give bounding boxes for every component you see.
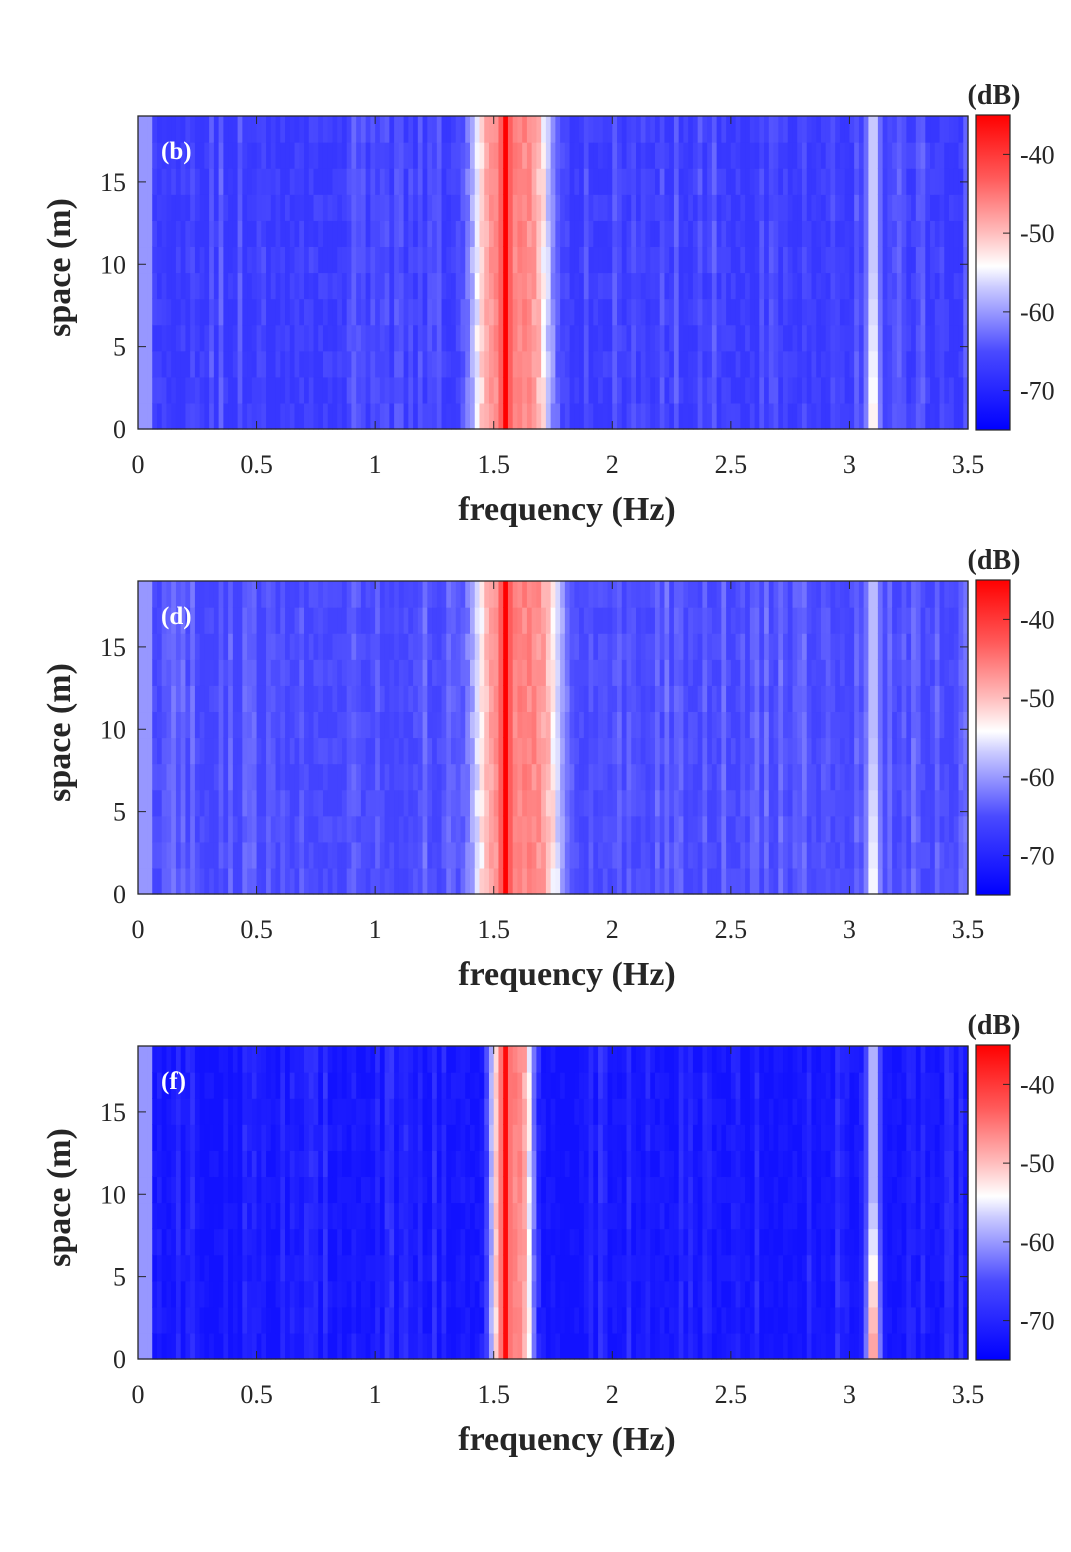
colorbar xyxy=(975,1044,1011,1361)
y-tick-label: 10 xyxy=(100,1180,126,1209)
x-axis-title: frequency (Hz) xyxy=(458,1421,675,1458)
colorbar-tick-label: -70 xyxy=(1020,377,1055,406)
panel-label: (f) xyxy=(161,1068,186,1095)
y-tick-label: 10 xyxy=(100,250,126,279)
x-tick-label: 0.5 xyxy=(240,1380,273,1409)
x-tick-label: 3.5 xyxy=(952,450,985,479)
heatmap-image xyxy=(138,116,969,430)
heatmap-panel: 0 0.5 1 1.5 2 2.5 3 3.5 0 5 10 15 frequency (Hz) spac… xyxy=(41,1010,1055,1458)
y-tick-label: 10 xyxy=(100,715,126,744)
panel-label: (b) xyxy=(161,138,192,165)
x-tick-label: 3 xyxy=(843,915,856,944)
y-tick-label: 15 xyxy=(100,1098,126,1127)
axes-frame xyxy=(137,115,969,430)
y-tick-label: 15 xyxy=(100,168,126,197)
x-tick-label: 2 xyxy=(606,915,619,944)
x-axis-title: frequency (Hz) xyxy=(458,956,675,993)
colorbar-tick-label: -60 xyxy=(1020,763,1055,792)
panel-label: (d) xyxy=(161,603,192,630)
colorbar-tick-label: -40 xyxy=(1020,605,1055,634)
x-tick-label: 1 xyxy=(369,450,382,479)
heatmap-panel: 0 0.5 1 1.5 2 2.5 3 3.5 0 5 10 15 frequency (Hz) spac… xyxy=(41,80,1055,528)
heatmap-image xyxy=(138,1046,969,1360)
colorbar-tick-label: -70 xyxy=(1020,842,1055,871)
y-axis-title: space (m) xyxy=(41,198,78,337)
x-tick-label: 3.5 xyxy=(952,1380,985,1409)
y-tick-label: 0 xyxy=(113,415,126,444)
colorbar xyxy=(975,579,1011,896)
x-tick-label: 1 xyxy=(369,1380,382,1409)
y-tick-label: 5 xyxy=(113,798,126,827)
colorbar-unit: (dB) xyxy=(968,80,1021,111)
y-tick-label: 0 xyxy=(113,1345,126,1374)
x-tick-label: 2.5 xyxy=(715,1380,748,1409)
y-axis-title: space (m) xyxy=(41,663,78,802)
axes-frame xyxy=(137,580,969,895)
x-tick-label: 2.5 xyxy=(715,450,748,479)
x-axis-title: frequency (Hz) xyxy=(458,491,675,528)
x-tick-label: 3 xyxy=(843,450,856,479)
axes-frame xyxy=(137,1045,969,1360)
x-tick-label: 3 xyxy=(843,1380,856,1409)
x-tick-label: 2 xyxy=(606,450,619,479)
colorbar-tick-label: -40 xyxy=(1020,140,1055,169)
y-tick-label: 5 xyxy=(113,1263,126,1292)
x-tick-label: 0 xyxy=(132,450,145,479)
colorbar-tick-label: -40 xyxy=(1020,1070,1055,1099)
y-axis-title: space (m) xyxy=(41,1128,78,1267)
heatmap-panel: 0 0.5 1 1.5 2 2.5 3 3.5 0 5 10 15 frequency (Hz) spac… xyxy=(41,545,1055,993)
x-tick-label: 0.5 xyxy=(240,450,273,479)
colorbar-unit: (dB) xyxy=(968,1010,1021,1041)
colorbar xyxy=(975,114,1011,431)
y-tick-label: 5 xyxy=(113,333,126,362)
x-tick-label: 1 xyxy=(369,915,382,944)
x-tick-label: 0.5 xyxy=(240,915,273,944)
colorbar-tick-label: -70 xyxy=(1020,1307,1055,1336)
heatmap-image xyxy=(138,581,969,895)
colorbar-unit: (dB) xyxy=(968,545,1021,576)
x-tick-label: 0 xyxy=(132,1380,145,1409)
colorbar-tick-label: -60 xyxy=(1020,298,1055,327)
colorbar-tick-label: -50 xyxy=(1020,684,1055,713)
x-tick-label: 1.5 xyxy=(477,1380,510,1409)
y-tick-label: 15 xyxy=(100,633,126,662)
colorbar-tick-label: -50 xyxy=(1020,219,1055,248)
colorbar-tick-label: -60 xyxy=(1020,1228,1055,1257)
x-tick-label: 1.5 xyxy=(477,450,510,479)
x-tick-label: 1.5 xyxy=(477,915,510,944)
x-tick-label: 2 xyxy=(606,1380,619,1409)
x-tick-label: 0 xyxy=(132,915,145,944)
y-tick-label: 0 xyxy=(113,880,126,909)
colorbar-tick-label: -50 xyxy=(1020,1149,1055,1178)
x-tick-label: 3.5 xyxy=(952,915,985,944)
x-tick-label: 2.5 xyxy=(715,915,748,944)
